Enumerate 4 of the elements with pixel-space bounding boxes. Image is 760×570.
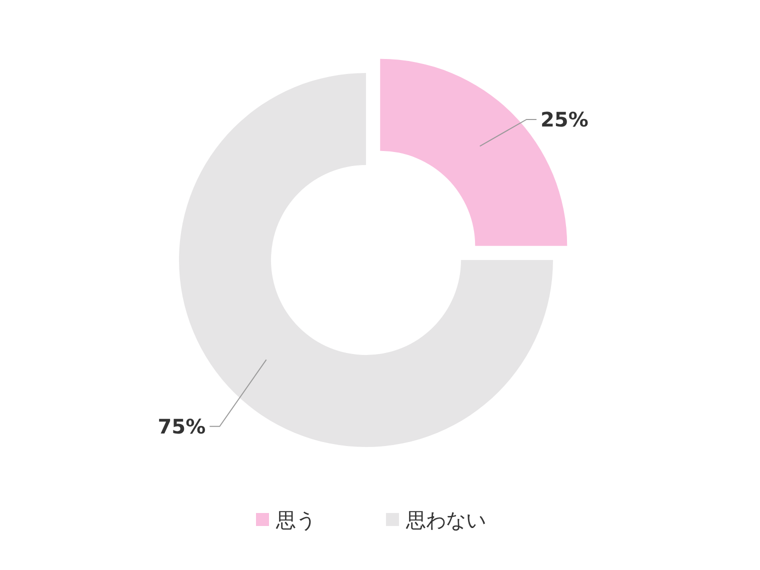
legend-label: 思う xyxy=(275,508,316,532)
data-label: 75% xyxy=(158,414,206,438)
data-label: 25% xyxy=(540,107,588,132)
legend-label: 思わない xyxy=(405,508,486,532)
